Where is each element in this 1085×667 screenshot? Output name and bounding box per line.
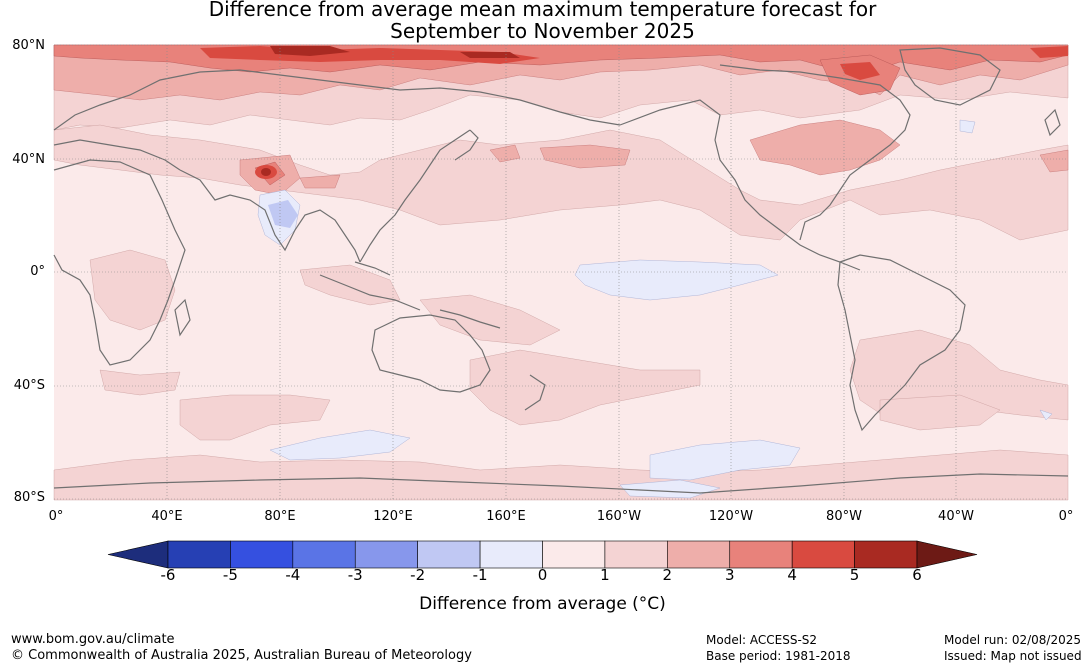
- lon-label-0-east: 0°: [1058, 509, 1074, 524]
- lat-label-80n: 80°N: [12, 38, 45, 53]
- lat-label-40n: 40°N: [12, 152, 45, 167]
- lon-label-160w: 160°W: [596, 509, 642, 524]
- footer-website: www.bom.gov.au/climate: [11, 632, 175, 647]
- colorbar-segment: [479, 540, 543, 569]
- colorbar-extend-high: [916, 540, 978, 569]
- lon-label-80e: 80°E: [264, 509, 296, 524]
- lat-label-equator: 0°: [30, 264, 45, 279]
- colorbar-tick-label: 6: [912, 566, 922, 584]
- footer-copyright: © Commonwealth of Australia 2025, Austra…: [11, 648, 472, 663]
- colorbar-label: Difference from average (°C): [419, 594, 666, 614]
- graticule: [54, 44, 1068, 500]
- colorbar-segment: [354, 540, 418, 569]
- lon-label-160e: 160°E: [486, 509, 526, 524]
- colorbar-tick-label: -1: [472, 566, 488, 584]
- colorbar-segment: [167, 540, 231, 569]
- colorbar-segment: [854, 540, 918, 569]
- colorbar-tick-label: 1: [600, 566, 610, 584]
- anomaly-1-to-2-regions: [53, 44, 1069, 501]
- colorbar-tick-label: 4: [787, 566, 797, 584]
- colorbar-segments: [107, 540, 978, 569]
- temperature-anomaly-map: [53, 44, 1069, 501]
- colorbar-tick-label: 5: [849, 566, 860, 584]
- colorbar-segment: [791, 540, 855, 569]
- colorbar-segment: [729, 540, 793, 569]
- lon-label-120w: 120°W: [708, 509, 754, 524]
- colorbar-segment: [292, 540, 356, 569]
- lon-label-120e: 120°E: [373, 509, 413, 524]
- colorbar-segment: [542, 540, 606, 569]
- colorbar-tick-label: 0: [537, 566, 548, 584]
- lat-label-40s: 40°S: [13, 378, 45, 393]
- lon-label-80w: 80°W: [826, 509, 862, 524]
- colorbar-segment: [604, 540, 668, 569]
- lon-label-0: 0°: [48, 509, 64, 524]
- footer-issued: Issued: Map not issued: [944, 649, 1082, 663]
- colorbar-extend-low: [107, 540, 169, 569]
- map-title-line-1: Difference from average mean maximum tem…: [208, 0, 877, 21]
- colorbar-segment: [417, 540, 481, 569]
- colorbar-tick-label: -5: [222, 566, 238, 584]
- lat-label-80s: 80°S: [13, 490, 45, 505]
- footer-model: Model: ACCESS-S2: [706, 633, 818, 647]
- footer-base-period: Base period: 1981-2018: [706, 649, 851, 663]
- colorbar-tick-label: 2: [662, 566, 673, 584]
- lon-label-40w: 40°W: [938, 509, 974, 524]
- colorbar-tick-label: -4: [285, 566, 301, 584]
- footer-model-run: Model run: 02/08/2025: [944, 633, 1082, 647]
- colorbar-segment: [230, 540, 294, 569]
- colorbar-tick-label: 3: [724, 566, 735, 584]
- anomaly-5-to-6-regions: [261, 46, 520, 176]
- colorbar-tick-label: -6: [160, 566, 176, 584]
- colorbar-tick-label: -2: [410, 566, 426, 584]
- map-title-line-2: September to November 2025: [390, 19, 695, 43]
- anomaly-minus-2-to-minus-1-regions: [268, 200, 298, 228]
- colorbar-tick-label: -3: [347, 566, 363, 584]
- colorbar-segment: [667, 540, 731, 569]
- coastlines: [53, 47, 1069, 494]
- lon-label-40e: 40°E: [151, 509, 183, 524]
